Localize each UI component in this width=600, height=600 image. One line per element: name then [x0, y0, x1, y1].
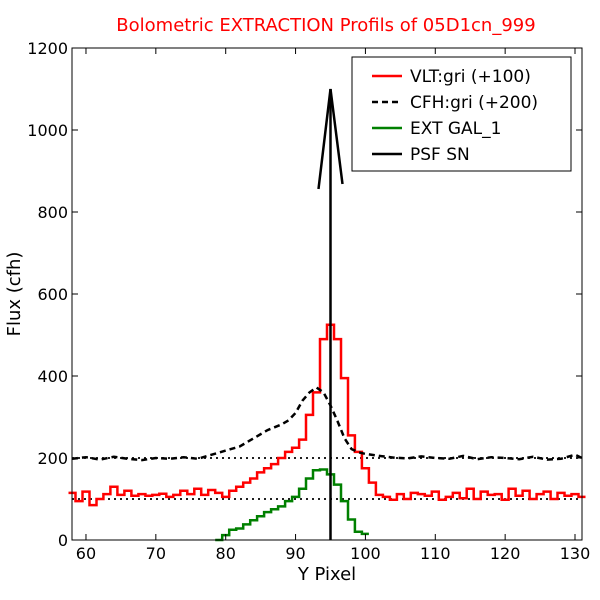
- legend-label-cfh: CFH:gri (+200): [410, 93, 538, 113]
- y-tick-label-200: 200: [37, 449, 68, 468]
- y-tick-label-600: 600: [37, 285, 68, 304]
- y-tick-label-400: 400: [37, 367, 68, 386]
- x-tick-label-70: 70: [146, 544, 166, 563]
- x-tick-label-120: 120: [490, 544, 521, 563]
- x-tick-label-110: 110: [420, 544, 451, 563]
- plot-border: [71, 47, 583, 541]
- x-tick-label-80: 80: [216, 544, 236, 563]
- y-tick-label-800: 800: [37, 203, 68, 222]
- chart-title: Bolometric EXTRACTION Profils of 05D1cn_…: [116, 15, 535, 36]
- x-tick-label-90: 90: [285, 544, 305, 563]
- x-tick-label-100: 100: [350, 544, 381, 563]
- legend-label-vlt: VLT:gri (+100): [410, 67, 531, 87]
- legend: VLT:gri (+100) CFH:gri (+200) EXT GAL_1 …: [351, 56, 572, 172]
- y-tick-label-1000: 1000: [27, 121, 68, 140]
- series-line-cfh: [71, 385, 583, 462]
- x-tick-label-130: 130: [560, 544, 591, 563]
- x-axis-label: Y Pixel: [297, 564, 356, 585]
- series-layer: [68, 88, 586, 542]
- legend-label-psf: PSF SN: [410, 145, 470, 165]
- y-tick-label-1200: 1200: [27, 39, 68, 58]
- series-line-vlt: [68, 323, 586, 507]
- axis-ticks: 60 70 80 90 100 110 120 130 0 200 400 600 800 1000 120…: [27, 39, 590, 563]
- y-tick-label-0: 0: [58, 531, 68, 550]
- series-line-ext: [215, 468, 369, 542]
- legend-label-ext: EXT GAL_1: [410, 119, 501, 139]
- y-axis-label: Flux (cfh): [4, 252, 25, 337]
- psf-arrowhead: [317, 88, 344, 190]
- x-tick-label-60: 60: [76, 544, 96, 563]
